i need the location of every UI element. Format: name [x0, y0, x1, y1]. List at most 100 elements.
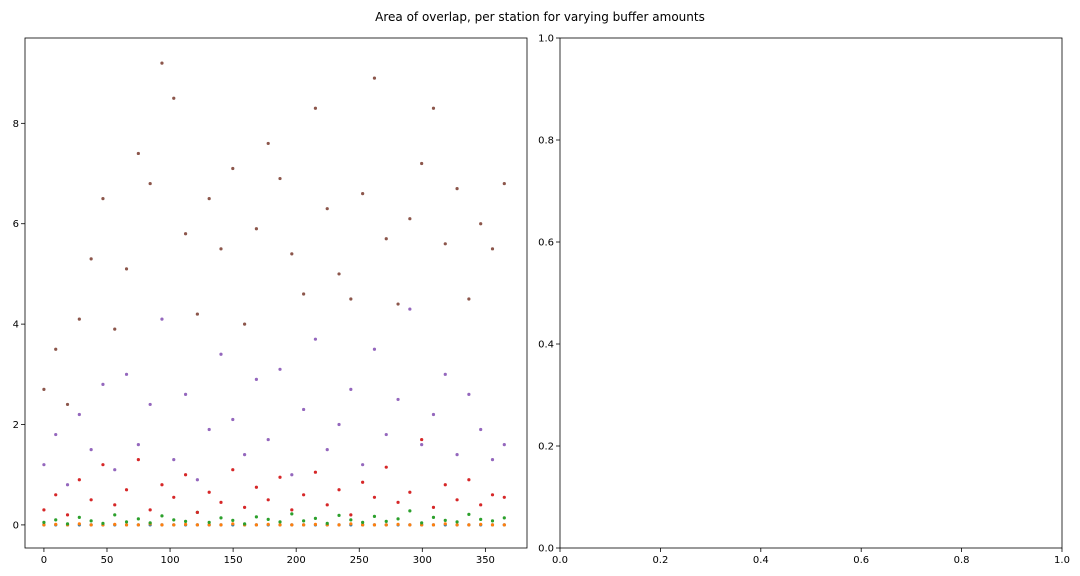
data-point-s4 [443, 372, 447, 376]
data-point-s1 [113, 522, 117, 527]
x-tick-label: 0 [41, 555, 47, 566]
y-tick-label: 0.6 [538, 238, 554, 249]
data-point-s4 [266, 437, 270, 442]
data-point-s4 [490, 458, 495, 462]
data-point-s4 [325, 448, 329, 452]
data-point-s2 [231, 518, 235, 522]
data-point-s1 [278, 523, 282, 527]
data-point-s3 [443, 483, 447, 487]
data-point-s2 [42, 520, 46, 524]
data-point-s4 [420, 442, 424, 447]
data-point-s3 [113, 503, 117, 507]
data-point-s5 [420, 161, 424, 166]
data-point-s5 [231, 166, 235, 171]
data-point-s4 [207, 427, 211, 432]
data-point-s3 [42, 508, 46, 512]
x-tick-label: 0.2 [652, 555, 668, 566]
data-point-s2 [266, 517, 270, 521]
data-point-s5 [160, 61, 164, 65]
data-point-s5 [101, 197, 105, 201]
data-point-s4 [467, 392, 471, 396]
data-point-s2 [124, 520, 129, 524]
data-point-s4 [195, 478, 199, 482]
data-point-s1 [254, 523, 259, 527]
data-point-s5 [124, 267, 129, 271]
data-point-s2 [113, 513, 117, 517]
y-tick-label: 6 [13, 219, 19, 230]
data-point-s4 [231, 417, 235, 422]
y-tick-label: 0 [13, 520, 19, 531]
data-point-s1 [479, 522, 483, 527]
data-point-s2 [431, 515, 436, 519]
data-point-s3 [325, 503, 329, 507]
data-point-s1 [54, 522, 58, 527]
data-point-s1 [42, 523, 46, 527]
axes-frame-1 [24, 37, 528, 549]
y-tick-label: 0.0 [538, 544, 554, 555]
data-point-s1 [372, 523, 377, 527]
data-point-s1 [396, 522, 400, 527]
data-point-s2 [183, 519, 188, 523]
data-point-s2 [207, 520, 211, 524]
data-point-s3 [254, 485, 259, 489]
data-point-s4 [361, 463, 365, 467]
data-point-s1 [349, 522, 353, 526]
axes-frame-2 [559, 37, 1063, 549]
data-point-s2 [455, 520, 459, 524]
data-point-s5 [408, 217, 412, 221]
data-point-s5 [372, 76, 377, 80]
data-point-s2 [479, 517, 483, 521]
data-point-s1 [231, 522, 235, 526]
data-point-s1 [183, 522, 188, 527]
data-point-s5 [172, 96, 176, 100]
data-point-s3 [65, 513, 70, 517]
data-point-s5 [443, 242, 447, 246]
data-point-s1 [467, 523, 471, 527]
data-point-s2 [89, 519, 93, 523]
data-point-s4 [148, 402, 152, 407]
data-point-s1 [172, 523, 176, 527]
data-point-s3 [408, 490, 412, 494]
data-point-s4 [384, 432, 388, 437]
data-point-s1 [219, 523, 223, 527]
x-tick-label: 0.8 [954, 555, 970, 566]
data-point-s1 [136, 523, 140, 527]
data-point-s2 [242, 522, 247, 526]
data-point-s3 [242, 505, 247, 509]
data-point-s2 [396, 517, 400, 521]
data-point-s4 [65, 483, 70, 487]
data-point-s3 [420, 437, 424, 442]
x-tick-label: 250 [350, 555, 369, 566]
data-point-s5 [313, 106, 318, 110]
data-point-s4 [101, 382, 105, 386]
data-point-s2 [101, 521, 105, 526]
data-point-s3 [467, 478, 471, 482]
data-point-s2 [443, 518, 447, 522]
data-point-s3 [195, 510, 199, 514]
data-point-s2 [302, 519, 306, 523]
data-point-s5 [65, 402, 70, 407]
data-point-s1 [207, 523, 211, 527]
data-point-s1 [160, 523, 164, 527]
data-point-s3 [172, 495, 176, 499]
data-point-s1 [431, 523, 436, 527]
data-point-s2 [254, 515, 259, 519]
data-point-s1 [408, 523, 412, 527]
data-point-s5 [77, 317, 81, 321]
figure-title: Area of overlap, per station for varying… [375, 10, 705, 24]
data-point-s5 [361, 192, 365, 196]
data-point-s2 [77, 515, 81, 519]
data-point-s2 [219, 516, 223, 520]
data-point-s4 [431, 412, 436, 417]
x-tick-label: 200 [287, 555, 306, 566]
data-point-s1 [77, 522, 81, 526]
data-point-s4 [89, 448, 93, 452]
data-point-s3 [183, 473, 188, 477]
data-point-s1 [266, 522, 270, 527]
data-point-s5 [113, 327, 117, 331]
data-point-s4 [455, 453, 459, 457]
data-point-s5 [219, 247, 223, 251]
data-point-s5 [266, 141, 270, 146]
data-point-s5 [325, 207, 329, 211]
